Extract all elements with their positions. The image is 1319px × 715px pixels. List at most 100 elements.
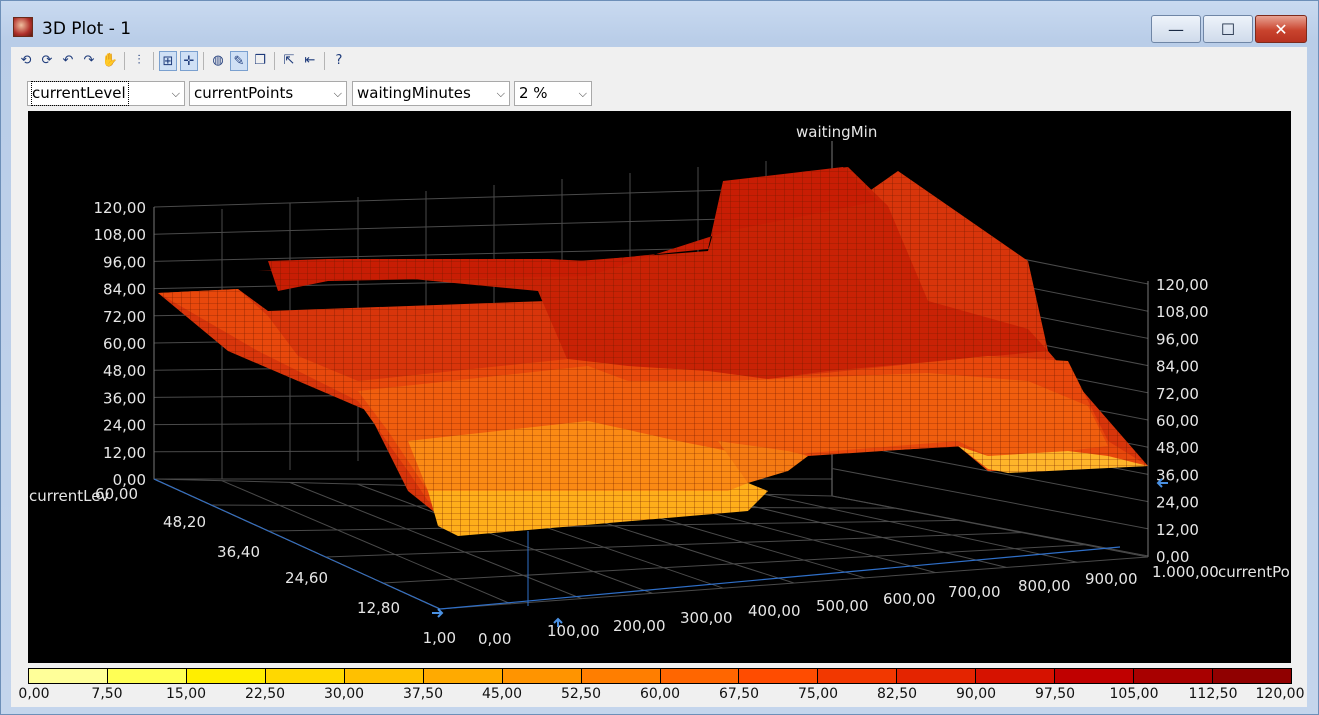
- legend-label: 97,50: [1034, 686, 1076, 702]
- z-tick-label-right: 84,00: [1156, 358, 1199, 376]
- grid-line: [357, 483, 653, 594]
- resolution-select-value: 2 %: [519, 84, 548, 102]
- toolbar: ⟲ ⟳ ↶ ↷ ✋ ⫶ ⊞ ✛ ◍ ✎ ❐ ⇱ ⇤?: [11, 47, 1307, 75]
- x-crosshair-marker-icon: [432, 608, 444, 618]
- legend-label: 120,00: [1255, 686, 1305, 702]
- z-tick-label-left: 120,00: [94, 199, 147, 217]
- app-icon: [13, 17, 33, 37]
- grid-line: [831, 495, 1149, 558]
- z-tick-label-left: 48,00: [103, 362, 146, 380]
- z-tick-label-right: 108,00: [1156, 303, 1209, 321]
- rotate-left-icon[interactable]: ⟲: [20, 53, 32, 68]
- maximize-button[interactable]: ☐: [1203, 15, 1253, 43]
- z-crosshair-marker-icon: [1156, 478, 1168, 488]
- surface-mesh-lines: [958, 446, 1148, 473]
- y-tick-label: 600,00: [883, 590, 936, 608]
- chevron-down-icon: ⌵: [333, 87, 342, 100]
- toolbar-separator: [324, 52, 325, 70]
- y-tick-label: 300,00: [680, 609, 733, 627]
- grid-line: [289, 481, 582, 600]
- pan-hand-icon[interactable]: ✋: [101, 53, 119, 68]
- axis-scale-icon[interactable]: ⫶: [137, 53, 141, 68]
- color-brush-icon[interactable]: ✎: [230, 51, 248, 71]
- y-tick-label: 700,00: [948, 583, 1001, 601]
- close-icon: ✕: [1274, 19, 1288, 39]
- maximize-icon: ☐: [1220, 19, 1236, 39]
- legend-swatch: [344, 669, 424, 683]
- grid-line: [382, 544, 1085, 584]
- z-tick-label-left: 96,00: [103, 253, 146, 271]
- grid-line: [831, 468, 1149, 530]
- z-tick-label-left: 24,00: [103, 417, 146, 435]
- z-axis-select[interactable]: waitingMinutes ⌵: [352, 81, 510, 106]
- y-tick-label: 200,00: [613, 617, 666, 635]
- close-button[interactable]: ✕: [1255, 15, 1307, 43]
- legend-swatch: [660, 669, 740, 683]
- grid-line: [221, 480, 511, 605]
- grid-line: [831, 440, 1149, 503]
- z-tick-label-right: 48,00: [1156, 439, 1199, 457]
- grid-toggle-icon[interactable]: ⊞: [159, 51, 177, 71]
- toolbar-separator: [124, 52, 125, 70]
- z-tick-label-right: 0,00: [1156, 548, 1189, 566]
- legend-label: 45,00: [481, 686, 523, 702]
- legend-swatch: [1213, 669, 1291, 683]
- z-tick-label-right: 60,00: [1156, 412, 1199, 430]
- legend-swatch: [265, 669, 345, 683]
- minimize-icon: —: [1168, 19, 1184, 39]
- x-tick-label: 60,00: [95, 485, 138, 503]
- x-axis-select[interactable]: currentLevel ⌵: [27, 81, 185, 106]
- y-crosshair-marker-icon: [553, 617, 563, 627]
- plot-canvas[interactable]: 0,00 12,00 24,00 36,00 48,00 60,00 72,00 84,00 9…: [28, 111, 1291, 663]
- toolbar-separator: [203, 52, 204, 70]
- minimize-button[interactable]: —: [1151, 15, 1201, 43]
- z-tick-label-right: 96,00: [1156, 330, 1199, 348]
- y-axis-select[interactable]: currentPoints ⌵: [189, 81, 347, 106]
- grid-line: [325, 532, 1022, 558]
- z-tick-label-left: 12,00: [103, 444, 146, 462]
- y-tick-label: 900,00: [1085, 570, 1138, 588]
- legend-label: 60,00: [639, 686, 681, 702]
- tilt-down-icon[interactable]: ↷: [83, 53, 95, 68]
- legend-swatch: [29, 669, 108, 683]
- export-icon[interactable]: ⇱: [283, 53, 295, 68]
- y-tick-label: 0,00: [478, 630, 511, 648]
- title-bar[interactable]: 3D Plot - 1 — ☐ ✕: [1, 1, 1318, 45]
- legend-swatch: [976, 669, 1056, 683]
- y-tick-label: 400,00: [748, 602, 801, 620]
- x-tick-label: 24,60: [285, 569, 328, 587]
- surface-plot: 0,00 12,00 24,00 36,00 48,00 60,00 72,00 84,00 9…: [29, 123, 1291, 648]
- x-tick-label: 12,80: [357, 599, 400, 617]
- surface-mesh-lines: [428, 483, 768, 536]
- back-icon[interactable]: ⇤: [304, 53, 316, 68]
- color-legend: [28, 668, 1292, 684]
- z-axis-select-value: waitingMinutes: [357, 84, 471, 102]
- rotate-right-icon[interactable]: ⟳: [41, 53, 53, 68]
- help-icon[interactable]: ?: [335, 53, 343, 68]
- resolution-select[interactable]: 2 % ⌵: [514, 81, 592, 106]
- y-axis-title: currentPoi: [1218, 563, 1291, 581]
- palette-icon[interactable]: ◍: [212, 53, 224, 68]
- z-tick-label-right: 12,00: [1156, 521, 1199, 539]
- crosshair-icon[interactable]: ✛: [180, 51, 198, 71]
- copy-icon[interactable]: ❐: [254, 53, 266, 68]
- x-axis-select-value: currentLevel: [31, 81, 129, 106]
- tilt-up-icon[interactable]: ↶: [62, 53, 74, 68]
- legend-swatch: [581, 669, 661, 683]
- legend-swatch: [818, 669, 898, 683]
- legend-label: 105,00: [1109, 686, 1159, 702]
- z-tick-label-right: 36,00: [1156, 466, 1199, 484]
- legend-label: 52,50: [560, 686, 602, 702]
- window-title: 3D Plot - 1: [42, 19, 132, 39]
- legend-label: 7,50: [91, 686, 123, 702]
- grid-line: [439, 556, 1149, 610]
- y-tick-label: 1.000,00: [1152, 563, 1219, 581]
- y-tick-label: 100,00: [547, 622, 600, 640]
- z-tick-label-left: 60,00: [103, 335, 146, 353]
- grid-line: [764, 493, 1078, 563]
- z-tick-label-left: 0,00: [113, 471, 146, 489]
- legend-label: 90,00: [955, 686, 997, 702]
- legend-label: 67,50: [718, 686, 760, 702]
- toolbar-separator: [153, 52, 154, 70]
